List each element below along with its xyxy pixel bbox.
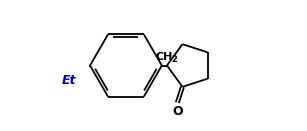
Text: 2: 2 [171,55,177,64]
Text: Et: Et [62,75,76,88]
Text: O: O [172,105,183,118]
Text: CH: CH [156,52,173,62]
